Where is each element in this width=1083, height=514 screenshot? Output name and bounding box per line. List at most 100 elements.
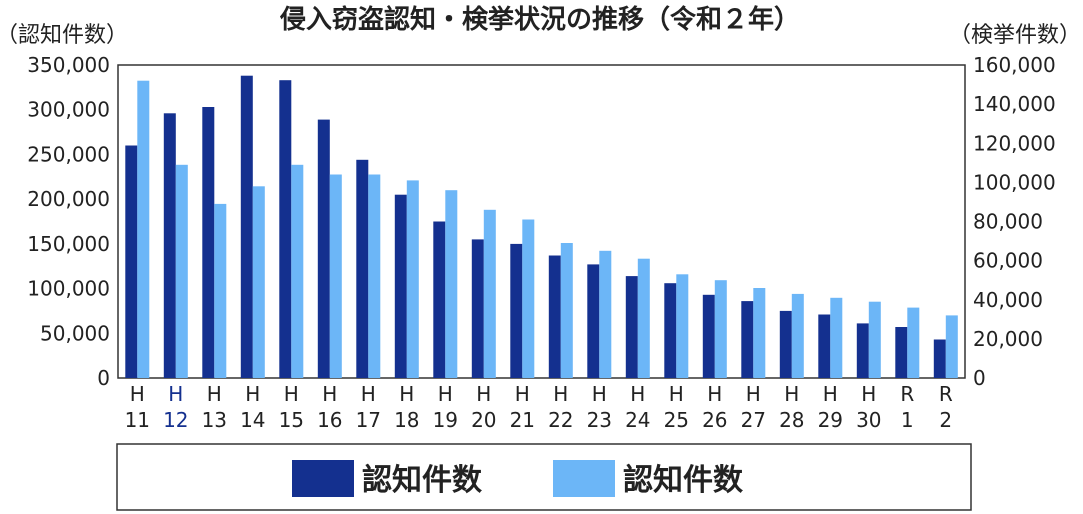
x-tick-era-11: H — [553, 382, 568, 406]
x-tick-era-3: H — [245, 382, 260, 406]
left-tick-label-4: 200,000 — [27, 187, 110, 211]
bar-series1-3 — [240, 75, 253, 378]
left-tick-label-7: 350,000 — [27, 53, 110, 77]
right-axis-label: （検挙件数） — [949, 23, 1081, 48]
x-tick-era-16: H — [746, 382, 761, 406]
x-tick-year-6: 17 — [356, 408, 381, 432]
x-tick-year-2: 13 — [202, 408, 227, 432]
x-tick-year-7: 18 — [394, 408, 419, 432]
legend-label-1: 認知件数 — [362, 463, 483, 498]
x-tick-era-2: H — [207, 382, 222, 406]
bar-series1-15 — [702, 294, 715, 378]
chart-title: 侵入窃盗認知・検挙状況の推移（令和２年） — [279, 4, 800, 35]
bar-series1-0 — [125, 145, 138, 378]
x-tick-era-21: R — [939, 382, 953, 406]
x-tick-era-17: H — [784, 382, 799, 406]
bar-series2-5 — [329, 174, 342, 378]
x-tick-era-7: H — [399, 382, 414, 406]
right-axis-ticks: 0 20,000 40,000 60,000 80,000 100,000 120,000 1… — [973, 53, 1056, 390]
x-tick-year-12: 23 — [587, 408, 612, 432]
x-tick-year-11: 22 — [548, 408, 573, 432]
bar-series1-13 — [625, 276, 638, 378]
bar-series2-14 — [676, 274, 689, 378]
x-tick-era-14: H — [669, 382, 684, 406]
bar-series1-1 — [163, 113, 176, 379]
right-tick-label-6: 120,000 — [973, 131, 1056, 155]
bar-series1-2 — [202, 107, 215, 378]
bar-series2-15 — [714, 280, 727, 378]
bars-group — [125, 75, 958, 379]
bar-series2-9 — [483, 209, 496, 378]
x-tick-year-8: 19 — [433, 408, 458, 432]
x-tick-year-4: 15 — [279, 408, 304, 432]
x-tick-era-8: H — [438, 382, 453, 406]
x-tick-year-10: 21 — [510, 408, 535, 432]
left-axis-ticks: 0 50,000 100,000 150,000 200,000 250,000 300,0… — [27, 53, 110, 390]
right-tick-label-0: 0 — [973, 366, 986, 390]
bar-series1-10 — [510, 243, 523, 378]
x-tick-era-0: H — [130, 382, 145, 406]
bar-series1-11 — [548, 255, 561, 378]
x-tick-year-1: 12 — [163, 408, 188, 432]
x-tick-year-5: 16 — [317, 408, 342, 432]
right-tick-label-7: 140,000 — [973, 92, 1056, 116]
left-axis-label: （認知件数） — [0, 23, 128, 48]
x-tick-year-9: 20 — [471, 408, 496, 432]
bar-series1-20 — [895, 327, 908, 378]
left-tick-label-0: 0 — [97, 366, 110, 390]
legend-swatch-2 — [553, 460, 615, 497]
bar-series2-3 — [252, 186, 265, 378]
left-tick-label-1: 50,000 — [40, 321, 110, 345]
legend-box — [116, 443, 972, 511]
x-tick-era-1: H — [168, 382, 183, 406]
x-tick-era-13: H — [630, 382, 645, 406]
bar-series1-18 — [818, 314, 831, 378]
bar-series2-21 — [945, 315, 958, 378]
bar-series2-1 — [175, 164, 188, 378]
bar-series1-9 — [471, 239, 484, 378]
bar-series2-7 — [406, 180, 419, 378]
bar-series2-17 — [791, 293, 804, 378]
right-tick-label-3: 60,000 — [973, 249, 1043, 273]
legend: 認知件数 認知件数 — [292, 460, 744, 498]
x-tick-year-17: 28 — [779, 408, 804, 432]
x-tick-era-12: H — [592, 382, 607, 406]
bar-series1-7 — [394, 194, 407, 378]
bar-series1-4 — [279, 80, 292, 378]
bar-series2-8 — [445, 190, 458, 378]
bar-series1-19 — [856, 323, 869, 378]
x-tick-year-18: 29 — [818, 408, 843, 432]
x-tick-year-13: 24 — [625, 408, 650, 432]
x-tick-year-0: 11 — [125, 408, 150, 432]
bar-series2-0 — [137, 80, 150, 378]
bar-series1-16 — [741, 301, 754, 378]
plot-area-frame — [117, 64, 966, 379]
x-tick-era-10: H — [515, 382, 530, 406]
left-tick-label-3: 150,000 — [27, 232, 110, 256]
bar-series1-5 — [317, 119, 330, 378]
right-tick-label-8: 160,000 — [973, 53, 1056, 77]
x-axis-ticks: H11H12H13H14H15H16H17H18H19H20H21H22H23H… — [125, 382, 953, 432]
legend-label-2: 認知件数 — [623, 463, 744, 498]
bar-series2-10 — [522, 219, 535, 378]
x-tick-era-9: H — [476, 382, 491, 406]
x-tick-era-15: H — [707, 382, 722, 406]
right-tick-label-2: 40,000 — [973, 288, 1043, 312]
bar-series1-17 — [779, 310, 792, 378]
bar-series2-6 — [368, 174, 381, 378]
x-tick-year-21: 2 — [939, 408, 952, 432]
bar-series2-16 — [753, 288, 766, 378]
x-tick-era-20: R — [900, 382, 914, 406]
bar-series2-4 — [291, 164, 304, 378]
bar-series1-12 — [587, 264, 600, 378]
bar-series1-21 — [933, 339, 946, 378]
x-tick-year-3: 14 — [240, 408, 265, 432]
bar-series1-8 — [433, 221, 446, 378]
x-tick-era-4: H — [284, 382, 299, 406]
x-tick-year-20: 1 — [901, 408, 914, 432]
bar-series2-19 — [868, 301, 881, 378]
x-tick-year-16: 27 — [741, 408, 766, 432]
left-tick-label-2: 100,000 — [27, 277, 110, 301]
bar-series2-11 — [560, 243, 573, 378]
